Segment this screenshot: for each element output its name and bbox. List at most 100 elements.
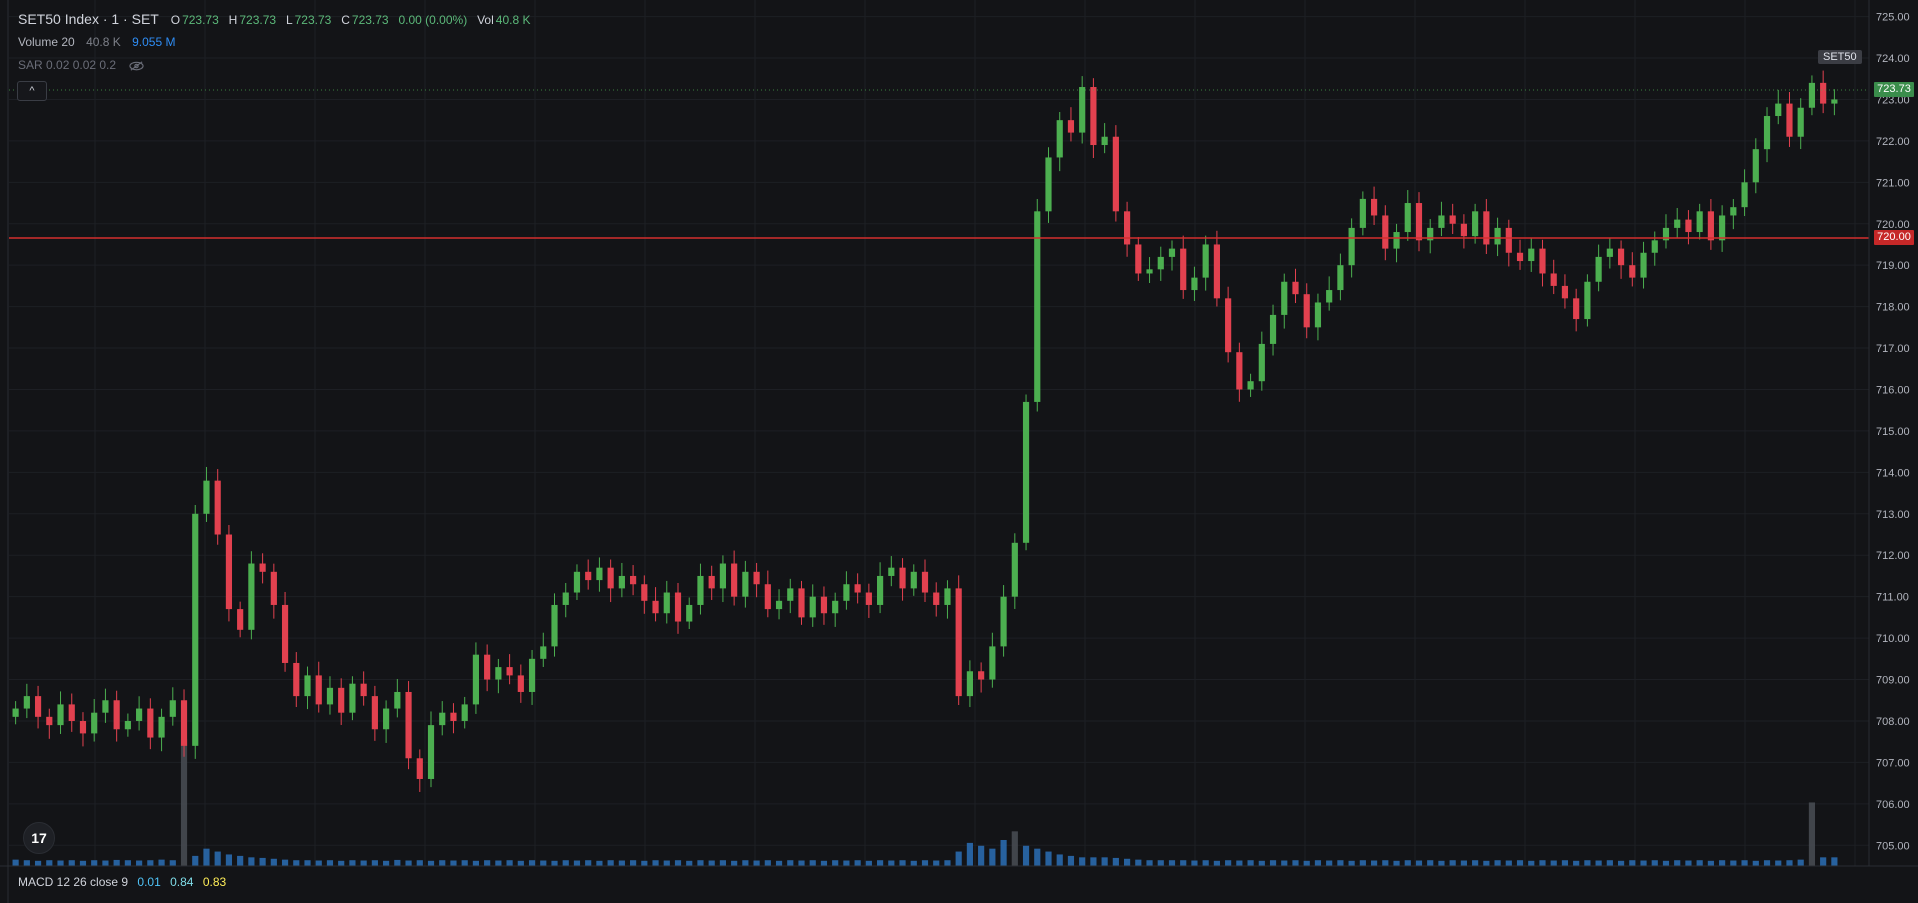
macd-legend[interactable]: MACD 12 26 close 9 0.01 0.84 0.83 <box>18 875 226 889</box>
volume-bar <box>158 859 165 866</box>
volume-bar <box>57 860 64 866</box>
candle-body <box>854 584 861 593</box>
candle-body <box>888 567 895 576</box>
candle-body <box>1483 211 1490 245</box>
volume-indicator-label: Volume 20 <box>18 35 75 49</box>
volume-bar <box>1696 860 1703 866</box>
candle-body <box>1460 223 1467 237</box>
candle-body <box>270 571 277 605</box>
candle-body <box>843 584 850 601</box>
volume-bar <box>34 860 42 866</box>
volume-legend[interactable]: Volume 20 40.8 K 9.055 M <box>18 34 177 50</box>
candle-body <box>1393 232 1400 249</box>
candle-body <box>360 683 367 697</box>
candle-body <box>371 696 378 730</box>
open-value: 723.73 <box>182 13 219 27</box>
volume-bar <box>1337 860 1344 866</box>
volume-bar <box>1123 858 1131 866</box>
candle-body <box>1696 211 1703 233</box>
candle-body <box>517 675 524 692</box>
volume-bar <box>326 860 334 866</box>
volume-bar <box>1090 857 1097 866</box>
high-label: H <box>228 13 238 27</box>
candle-body <box>652 600 659 614</box>
candle-body <box>820 596 828 614</box>
symbol-badge: SET50 <box>1818 50 1862 64</box>
volume-bar <box>978 845 985 866</box>
candle-body <box>742 571 749 597</box>
candle-body <box>921 571 929 593</box>
volume-bar <box>551 860 558 866</box>
sar-legend[interactable]: SAR 0.02 0.02 0.2 <box>18 57 145 73</box>
candle-body <box>1775 103 1782 117</box>
candle-body <box>1651 240 1658 253</box>
volume-bar <box>1573 860 1580 866</box>
candle-body <box>1606 248 1613 257</box>
candle-body <box>1640 252 1647 278</box>
volume-bar <box>697 860 704 866</box>
candle-body <box>1236 352 1243 390</box>
volume-bar <box>1415 860 1423 866</box>
price-tick-label: 720.00 <box>1876 219 1910 231</box>
hidden-eye-icon[interactable] <box>129 61 145 71</box>
macd-label: MACD 12 26 close 9 <box>18 875 129 889</box>
sar-indicator-label: SAR 0.02 0.02 0.2 <box>18 58 117 72</box>
volume-bar <box>1472 860 1479 866</box>
candle-body <box>1045 157 1052 212</box>
volume-bar <box>1651 860 1658 866</box>
volume-bar <box>1752 860 1759 866</box>
volume-bar <box>775 860 783 866</box>
candle-body <box>68 704 75 721</box>
volume-bar <box>124 860 131 866</box>
candle-body <box>281 604 289 663</box>
candle-body <box>214 480 221 535</box>
volume-bar <box>1168 860 1176 866</box>
tradingview-logo[interactable]: 17 <box>23 822 55 854</box>
alert-price-tag[interactable]: 720.00 <box>1874 230 1914 245</box>
collapse-legend-button[interactable]: ^ <box>17 81 47 101</box>
volume-bar <box>641 860 648 866</box>
candle-body <box>832 600 839 614</box>
volume-bar <box>1281 860 1288 866</box>
volume-bar <box>461 860 468 866</box>
symbol-title[interactable]: SET50 Index · 1 · SET <box>18 11 159 27</box>
volume-bar <box>596 860 603 866</box>
volume-bar <box>113 859 120 866</box>
volume-indicator-value2: 9.055 M <box>132 35 176 49</box>
volume-bar <box>192 855 199 866</box>
volume-bar <box>1067 855 1075 866</box>
volume-bar <box>1269 860 1277 866</box>
candle-body <box>1573 298 1580 320</box>
candle-body <box>57 704 64 726</box>
candle-body <box>607 567 614 589</box>
volume-bar <box>12 859 19 866</box>
candle-body <box>1730 207 1737 216</box>
volume-bar <box>1831 857 1838 866</box>
candle-body <box>1056 120 1063 158</box>
candle-body <box>910 571 917 589</box>
candle-body <box>1247 381 1254 390</box>
candle-body <box>663 592 670 614</box>
volume-bar <box>1719 860 1726 866</box>
candle-body <box>1595 256 1602 282</box>
volume-bar <box>1382 860 1389 866</box>
candle-body <box>383 708 390 730</box>
high-value: 723.73 <box>239 13 277 27</box>
candle-body <box>34 696 42 717</box>
volume-bar <box>899 860 906 866</box>
volume-bar <box>1135 859 1142 866</box>
candle-body <box>540 646 547 659</box>
candle-body <box>1831 99 1838 104</box>
candle-body <box>641 584 648 601</box>
candle-body <box>686 604 693 622</box>
candle-body <box>416 758 423 779</box>
candle-body <box>1112 136 1119 212</box>
candle-body <box>562 592 569 605</box>
candle-body <box>1000 596 1007 647</box>
volume-bar <box>820 860 828 866</box>
candle-body <box>1281 281 1288 315</box>
volume-bar <box>1707 860 1714 866</box>
volume-bar <box>562 860 569 866</box>
